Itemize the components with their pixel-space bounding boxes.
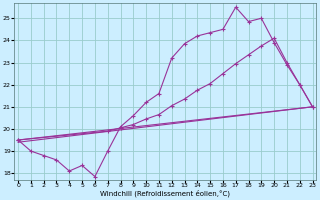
X-axis label: Windchill (Refroidissement éolien,°C): Windchill (Refroidissement éolien,°C) [100,190,230,197]
